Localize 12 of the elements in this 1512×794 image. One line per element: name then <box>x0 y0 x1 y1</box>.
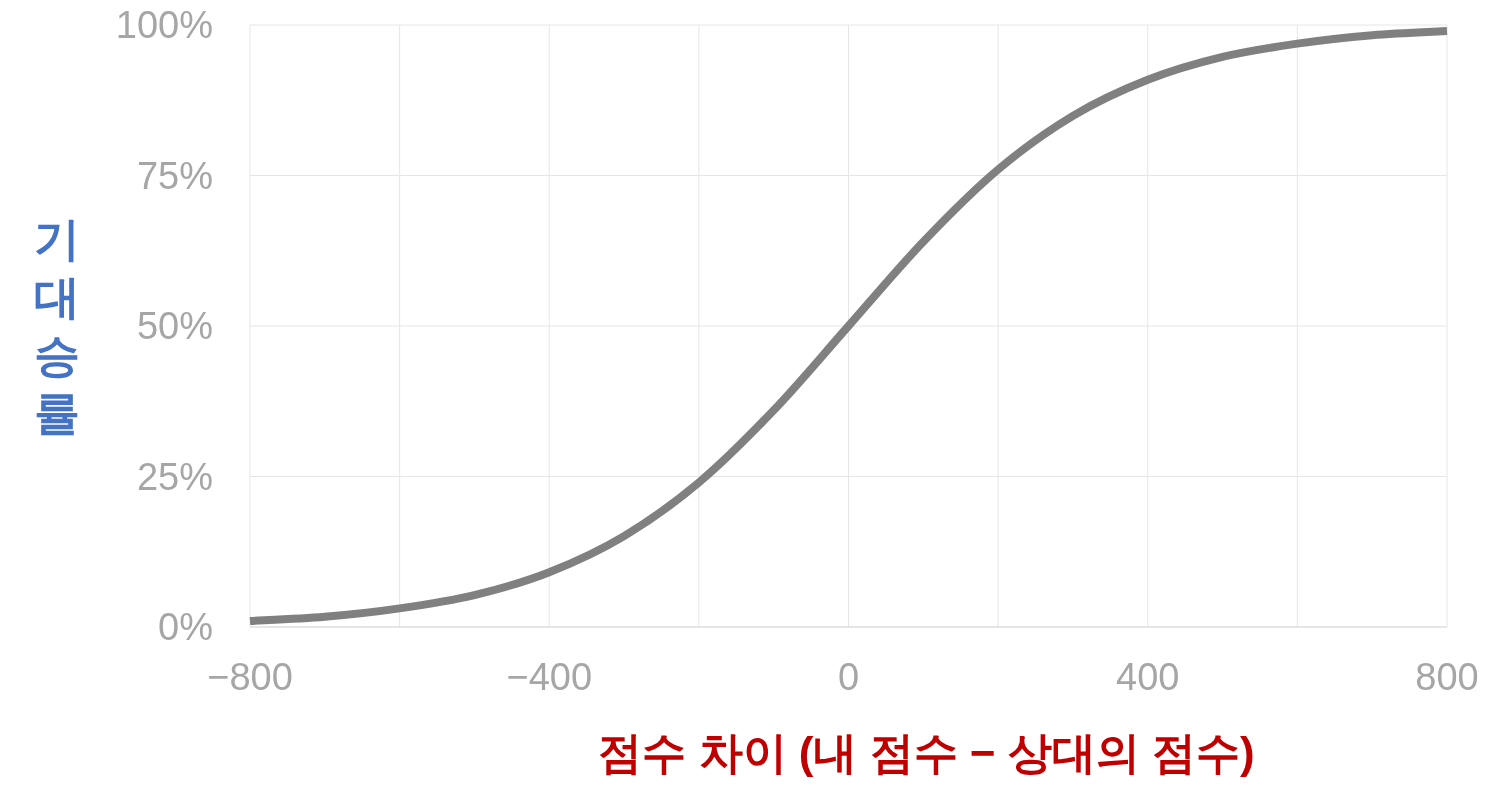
y-tick-label: 0% <box>158 606 213 648</box>
x-tick-label: 0 <box>837 656 860 698</box>
x-tick-label: 400 <box>1116 656 1180 698</box>
y-tick-label: 25% <box>136 455 213 498</box>
y-axis-title: 기대승률 <box>34 213 80 439</box>
x-tick-label: −800 <box>207 656 293 698</box>
x-tick-label: −400 <box>506 656 593 698</box>
x-axis-title: 점수 차이 (내 점수 − 상대의 점수) <box>598 728 1255 777</box>
y-tick-label: 50% <box>136 305 213 347</box>
y-tick-label: 100% <box>115 4 213 46</box>
y-tick-label: 75% <box>136 154 213 197</box>
x-tick-label: 800 <box>1415 656 1479 698</box>
